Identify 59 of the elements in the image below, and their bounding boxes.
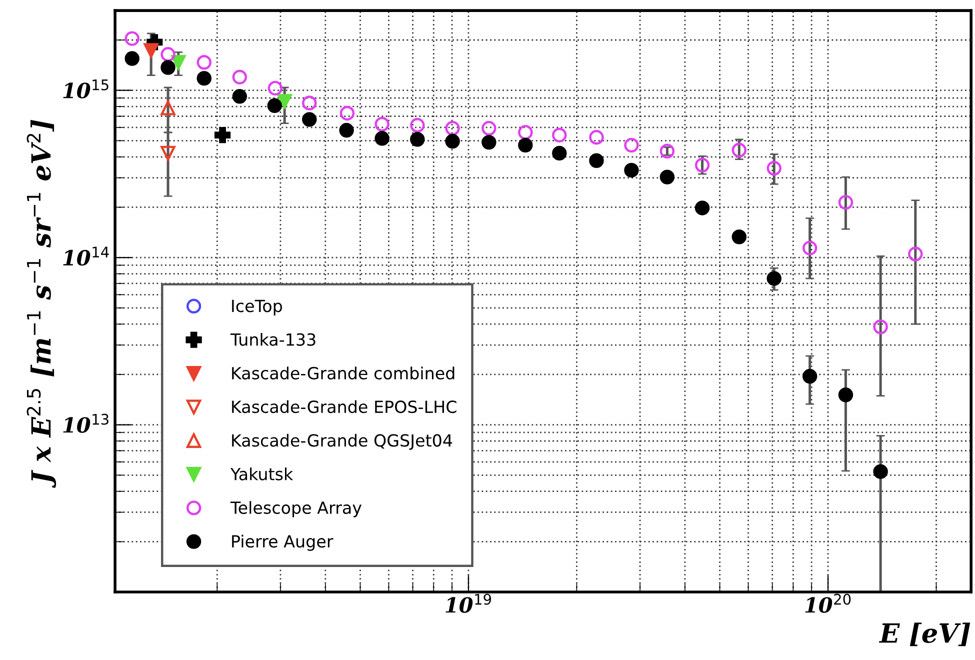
legend-label: Kascade-Grande combined	[232, 366, 454, 380]
point	[660, 170, 675, 184]
point	[802, 240, 818, 256]
point	[766, 160, 782, 176]
legend-label: Kascade-Grande QGSJet04	[232, 434, 452, 450]
point	[873, 464, 888, 479]
point	[302, 112, 317, 127]
point	[482, 134, 496, 150]
point	[732, 230, 747, 244]
point	[908, 246, 923, 262]
y-tick-label: 10$^{14}$	[63, 246, 109, 266]
point	[340, 106, 355, 121]
point	[232, 70, 248, 84]
point	[482, 120, 496, 136]
legend-label: Pierre Auger	[232, 534, 334, 551]
point	[838, 194, 854, 210]
point	[410, 118, 425, 133]
point	[232, 89, 248, 104]
point	[196, 55, 212, 70]
point	[552, 146, 567, 161]
point	[160, 60, 176, 75]
point	[518, 124, 533, 140]
point	[267, 98, 282, 114]
point	[196, 70, 212, 86]
point	[589, 130, 604, 145]
point	[694, 200, 710, 216]
point	[624, 162, 639, 178]
point	[766, 271, 782, 286]
legend-label: Tunka-133	[230, 332, 316, 346]
point	[624, 138, 639, 153]
point	[552, 128, 567, 142]
point	[374, 116, 390, 132]
legend-label: Yakutsk	[230, 467, 294, 480]
point	[124, 31, 140, 46]
point	[838, 388, 854, 402]
point	[410, 132, 425, 147]
x-tick-label: 10$^{20}$	[805, 594, 851, 613]
legend-label: IceTop	[232, 300, 282, 316]
point	[124, 51, 140, 66]
point	[302, 96, 317, 110]
y-tick-label: 10$^{15}$	[63, 80, 108, 98]
point	[445, 120, 460, 136]
x-axis-title: E [eV]	[878, 622, 970, 646]
point	[268, 80, 283, 96]
point	[374, 131, 390, 146]
point	[518, 138, 533, 153]
legend-label: Telescope Array	[230, 501, 362, 518]
point	[694, 158, 710, 173]
text: J x E$^{2.5}$ [m$^{−1}$ s$^{−1}$ sr$^{−1}$ eV$^{2}$]	[26, 120, 56, 488]
point	[589, 153, 604, 168]
point	[802, 368, 818, 384]
x-tick-label: 10$^{19}$	[446, 594, 492, 613]
point	[732, 142, 747, 158]
point	[873, 320, 888, 334]
y-tick-label: 10$^{13}$	[63, 414, 108, 433]
point	[160, 47, 176, 62]
point	[445, 134, 460, 149]
point	[339, 122, 354, 138]
legend-label: Kascade-Grande EPOS-LHC	[232, 400, 456, 414]
